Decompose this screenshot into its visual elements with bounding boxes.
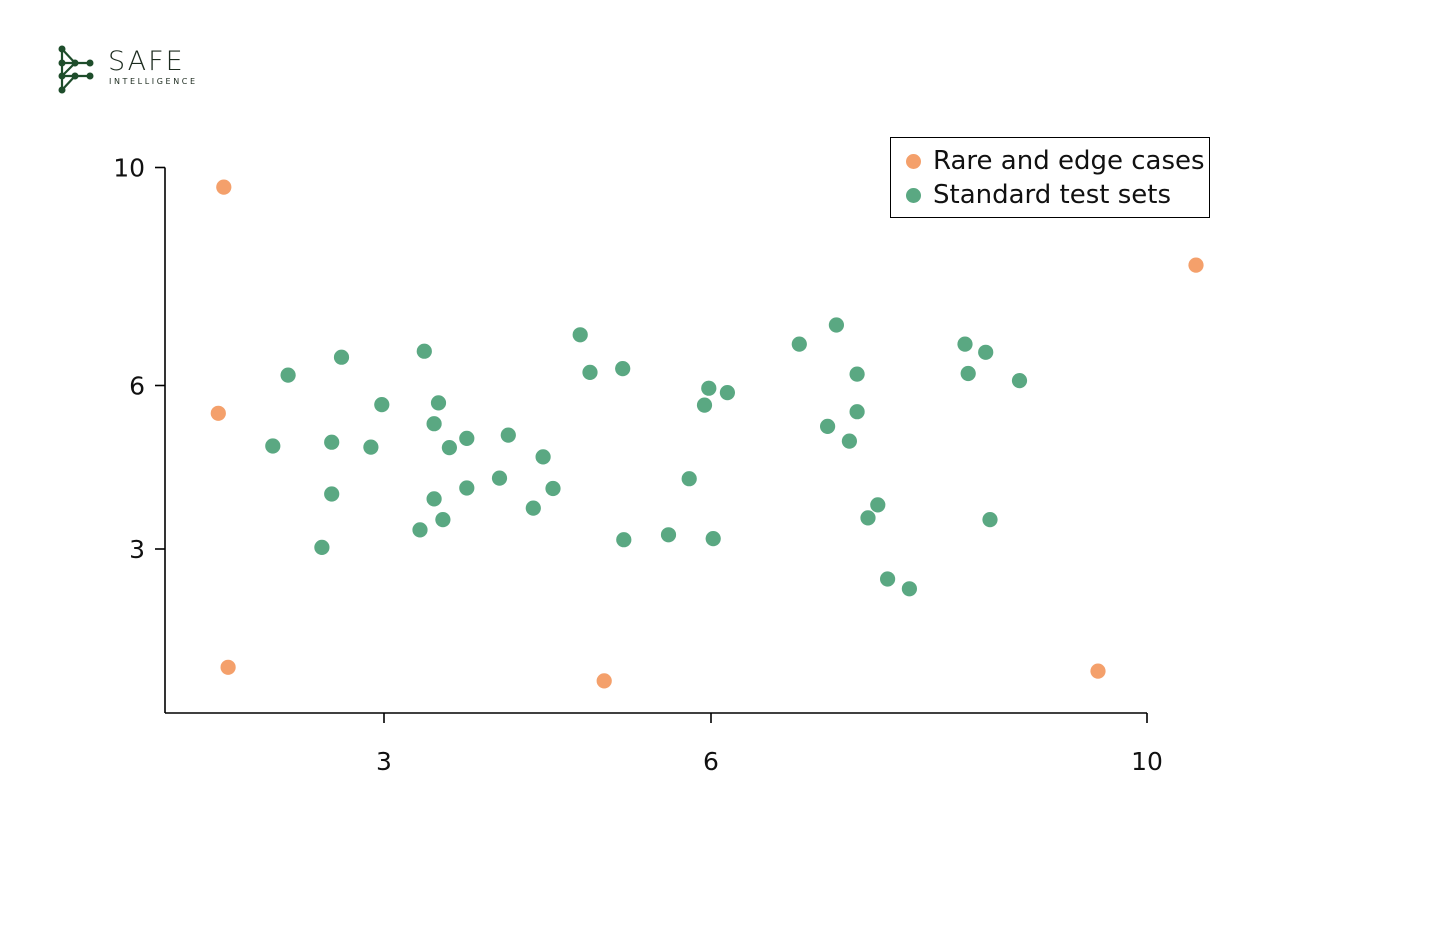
data-point bbox=[280, 367, 296, 383]
data-point bbox=[426, 416, 442, 432]
data-point bbox=[901, 581, 918, 597]
logo-subtitle: INTELLIGENCE bbox=[109, 77, 198, 86]
data-point bbox=[412, 522, 428, 538]
data-point bbox=[701, 380, 717, 396]
legend-marker-rare bbox=[906, 153, 921, 169]
data-point bbox=[870, 497, 886, 513]
data-point bbox=[820, 418, 836, 434]
data-point bbox=[416, 343, 432, 359]
data-point bbox=[333, 349, 350, 365]
data-point bbox=[1090, 663, 1106, 679]
data-point bbox=[430, 395, 447, 411]
data-point bbox=[596, 673, 612, 689]
data-point bbox=[459, 480, 475, 496]
data-point bbox=[1188, 257, 1204, 273]
data-point bbox=[500, 427, 516, 443]
data-point bbox=[545, 480, 561, 497]
data-point bbox=[1011, 373, 1028, 389]
data-point bbox=[719, 385, 736, 401]
legend-marker-standard bbox=[906, 187, 921, 203]
data-point bbox=[791, 336, 807, 352]
data-point bbox=[216, 179, 232, 195]
data-point bbox=[459, 430, 475, 446]
legend-label-rare: Rare and edge cases bbox=[933, 146, 1205, 176]
data-point bbox=[324, 486, 340, 502]
data-point bbox=[860, 510, 876, 526]
chart-points bbox=[210, 179, 1204, 689]
data-point bbox=[849, 404, 865, 420]
legend-entry-standard: Standard test sets bbox=[906, 178, 1209, 212]
data-point bbox=[426, 491, 442, 507]
data-point bbox=[535, 449, 551, 465]
data-point bbox=[616, 532, 632, 548]
chart-axes bbox=[164, 167, 1147, 714]
legend-entry-rare: Rare and edge cases bbox=[906, 144, 1209, 178]
data-point bbox=[324, 434, 340, 450]
chart-ticks: 3 6 10 3 6 10 bbox=[113, 154, 1163, 777]
data-point bbox=[828, 317, 845, 333]
data-point bbox=[441, 440, 457, 456]
data-point bbox=[696, 397, 713, 413]
chart-legend: Rare and edge cases Standard test sets bbox=[890, 137, 1210, 218]
y-tick-label-3: 3 bbox=[129, 535, 145, 564]
data-point bbox=[572, 327, 588, 343]
data-point bbox=[849, 366, 865, 382]
data-point bbox=[615, 361, 631, 377]
x-tick-label-6: 6 bbox=[703, 747, 719, 776]
data-point bbox=[435, 511, 451, 528]
data-point bbox=[880, 571, 896, 587]
data-point bbox=[363, 439, 379, 455]
data-point bbox=[220, 659, 236, 675]
data-point bbox=[314, 539, 330, 556]
data-point bbox=[210, 405, 226, 421]
series-0 bbox=[210, 179, 1204, 689]
network-node-icon bbox=[58, 45, 94, 94]
data-point bbox=[374, 397, 390, 413]
data-point bbox=[265, 438, 281, 454]
legend-label-standard: Standard test sets bbox=[933, 180, 1172, 210]
data-point bbox=[957, 336, 973, 352]
x-tick-label-10: 10 bbox=[1131, 747, 1163, 776]
data-point bbox=[525, 500, 541, 516]
data-point bbox=[705, 531, 721, 547]
data-point bbox=[982, 511, 998, 528]
data-point bbox=[978, 344, 994, 360]
data-point bbox=[491, 470, 508, 486]
series-1 bbox=[265, 317, 1028, 597]
y-tick-label-6: 6 bbox=[129, 372, 145, 401]
logo-wordmark: SAFE bbox=[108, 46, 185, 77]
data-point bbox=[582, 364, 598, 380]
data-point bbox=[660, 527, 677, 543]
data-point bbox=[681, 471, 697, 487]
data-point bbox=[960, 365, 976, 382]
logo: SAFE INTELLIGENCE bbox=[56, 44, 236, 98]
y-tick-label-10: 10 bbox=[113, 154, 145, 183]
x-tick-label-3: 3 bbox=[376, 747, 392, 776]
data-point bbox=[841, 433, 858, 449]
